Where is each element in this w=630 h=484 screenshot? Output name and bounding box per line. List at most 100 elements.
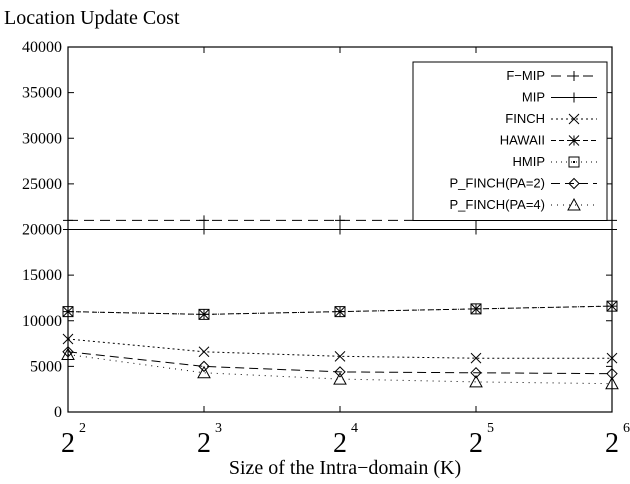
data-point [62, 333, 74, 345]
data-point [470, 367, 482, 379]
marker-stroke [334, 350, 346, 362]
legend-entry: F−MIP [506, 68, 597, 83]
x-tick-label-exponent: 6 [623, 421, 630, 436]
data-point [63, 215, 73, 226]
x-tick-label-base: 2 [61, 428, 75, 459]
data-point [568, 156, 580, 168]
series-group [63, 224, 617, 235]
data-point [469, 374, 483, 388]
series-line [67, 338, 612, 359]
marker-stroke [470, 303, 482, 315]
marker-stroke [334, 306, 346, 318]
data-point [471, 224, 481, 235]
x-tick-label-base: 2 [605, 428, 619, 459]
marker-stroke [62, 306, 74, 318]
marker-stroke [339, 310, 341, 313]
marker-stroke [62, 333, 74, 345]
marker-stroke [469, 374, 483, 388]
legend-entry: P_FINCH(PA=2) [450, 176, 597, 191]
data-point [334, 366, 346, 378]
data-point [569, 71, 579, 81]
legend-entry: FINCH [505, 111, 597, 126]
marker-stroke [568, 156, 580, 168]
legend-label: P_FINCH(PA=2) [450, 176, 545, 191]
legend-label: MIP [522, 90, 545, 105]
x-tick-label-exponent: 5 [487, 421, 494, 436]
legend-label: HAWAII [500, 133, 545, 148]
x-axis-label: Size of the Intra−domain (K) [229, 457, 461, 479]
marker-stroke [197, 365, 211, 379]
data-point [605, 376, 619, 390]
y-tick-label: 40000 [22, 39, 62, 56]
data-point [62, 306, 74, 318]
marker-stroke [606, 300, 618, 312]
chart-title: Location Update Cost [4, 7, 180, 29]
data-point [61, 347, 75, 361]
marker-stroke [333, 372, 347, 385]
x-tick-label-exponent: 3 [215, 421, 222, 436]
legend-entry: MIP [522, 90, 597, 105]
y-tick-label: 0 [54, 404, 62, 421]
marker-stroke [611, 305, 613, 308]
data-point [199, 224, 209, 235]
marker-stroke [475, 307, 477, 310]
y-tick-label: 25000 [22, 176, 62, 193]
legend-label: P_FINCH(PA=4) [450, 197, 545, 212]
marker-stroke [470, 367, 482, 379]
x-tick-label-exponent: 4 [351, 421, 358, 436]
data-point [197, 365, 211, 379]
data-point [198, 346, 210, 358]
data-point [333, 372, 347, 385]
data-point [198, 308, 210, 320]
y-tick-label: 15000 [22, 267, 62, 284]
series-line [67, 305, 613, 315]
x-tick-label-base: 2 [469, 428, 483, 459]
x-tick-label-base: 2 [197, 428, 211, 459]
data-point [470, 303, 482, 315]
data-series [61, 215, 619, 390]
series-line [67, 351, 613, 375]
data-point [568, 113, 580, 125]
series-line [67, 354, 613, 385]
marker-stroke [67, 310, 69, 313]
data-point [567, 197, 581, 211]
legend-label: HMIP [513, 154, 546, 169]
marker-stroke [568, 113, 580, 125]
y-tick-label: 5000 [30, 358, 62, 375]
x-tick-label-exponent: 2 [79, 421, 86, 436]
y-tick-label: 30000 [22, 130, 62, 147]
marker-stroke [605, 376, 619, 390]
data-point [335, 215, 345, 226]
marker-stroke [61, 347, 75, 361]
data-point [607, 215, 617, 226]
marker-stroke [606, 352, 618, 364]
marker-stroke [62, 346, 74, 358]
marker-stroke [573, 161, 575, 163]
marker-stroke [198, 360, 210, 373]
data-point [569, 92, 579, 103]
series-group [62, 300, 618, 320]
data-point [63, 224, 73, 235]
data-point [470, 352, 482, 364]
data-point [607, 224, 617, 235]
marker-stroke [568, 177, 580, 190]
y-tick-label: 10000 [22, 313, 62, 330]
series-group [61, 347, 619, 390]
data-point [62, 346, 74, 358]
legend-label: FINCH [505, 111, 545, 126]
marker-stroke [198, 308, 210, 320]
series-group [62, 333, 618, 364]
marker-stroke [203, 313, 205, 316]
axis-ticks: 0 5000 10000 15000 20000 25000 30000 35000 40000… [22, 39, 630, 459]
marker-stroke [470, 352, 482, 364]
legend-label: F−MIP [506, 68, 545, 83]
marker-stroke [567, 197, 581, 211]
legend-entry: HMIP [513, 154, 597, 169]
legend-entry: HAWAII [500, 133, 597, 148]
data-point [334, 306, 346, 318]
data-point [334, 350, 346, 362]
marker-stroke [334, 366, 346, 378]
data-point [568, 177, 580, 190]
marker-stroke [198, 346, 210, 358]
